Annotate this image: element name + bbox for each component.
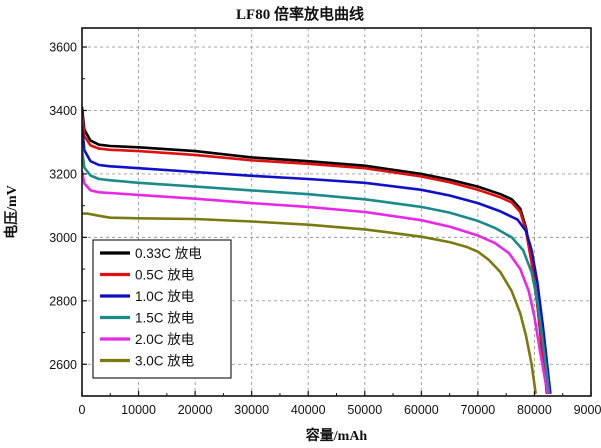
series-line-4: [82, 169, 549, 395]
x-tick-label: 30000: [234, 403, 269, 417]
series-line-1: [82, 112, 549, 395]
series-lines: [82, 106, 552, 395]
legend-label-3: 1.5C 放电: [135, 311, 194, 326]
y-tick-label: 2800: [49, 294, 77, 308]
x-tick-label: 60000: [404, 403, 439, 417]
legend-box: [92, 239, 232, 379]
x-tick-label: 50000: [347, 403, 382, 417]
legend: 0.33C 放电 0.5C 放电 1.0C 放电 1.5C 放电 2.0C 放电 3.0C…: [92, 239, 232, 379]
chart-title: LF80 倍率放电曲线: [236, 5, 364, 23]
legend-label-0: 0.33C 放电: [135, 246, 202, 261]
x-tick-label: 0: [79, 403, 86, 417]
x-tick-label: 40000: [291, 403, 326, 417]
x-axis-label: 容量/mAh: [305, 427, 368, 444]
y-axis-ticks: 2600 2800 3000 3200 3400 3600: [49, 41, 87, 397]
x-tick-label: 80000: [517, 403, 552, 417]
y-tick-label: 2600: [49, 358, 77, 372]
x-tick-label: 10000: [121, 403, 156, 417]
y-tick-label: 3000: [49, 231, 77, 245]
y-axis-label: 电压/mV: [3, 185, 20, 239]
legend-label-2: 1.0C 放电: [135, 289, 194, 304]
x-axis-ticks: 0 10000 20000 30000 40000 50000 60000 70000 8000…: [79, 391, 601, 417]
y-tick-label: 3400: [49, 104, 77, 118]
x-tick-label: 90000: [574, 403, 601, 417]
legend-label-4: 2.0C 放电: [135, 332, 194, 347]
x-tick-label: 70000: [461, 403, 496, 417]
x-tick-label: 20000: [178, 403, 213, 417]
series-line-2: [82, 125, 552, 395]
y-tick-label: 3600: [49, 41, 77, 55]
y-tick-label: 3200: [49, 167, 77, 181]
legend-label-1: 0.5C 放电: [135, 268, 194, 283]
series-line-5: [82, 212, 537, 395]
series-line-3: [82, 147, 551, 395]
legend-label-5: 3.0C 放电: [135, 354, 194, 369]
